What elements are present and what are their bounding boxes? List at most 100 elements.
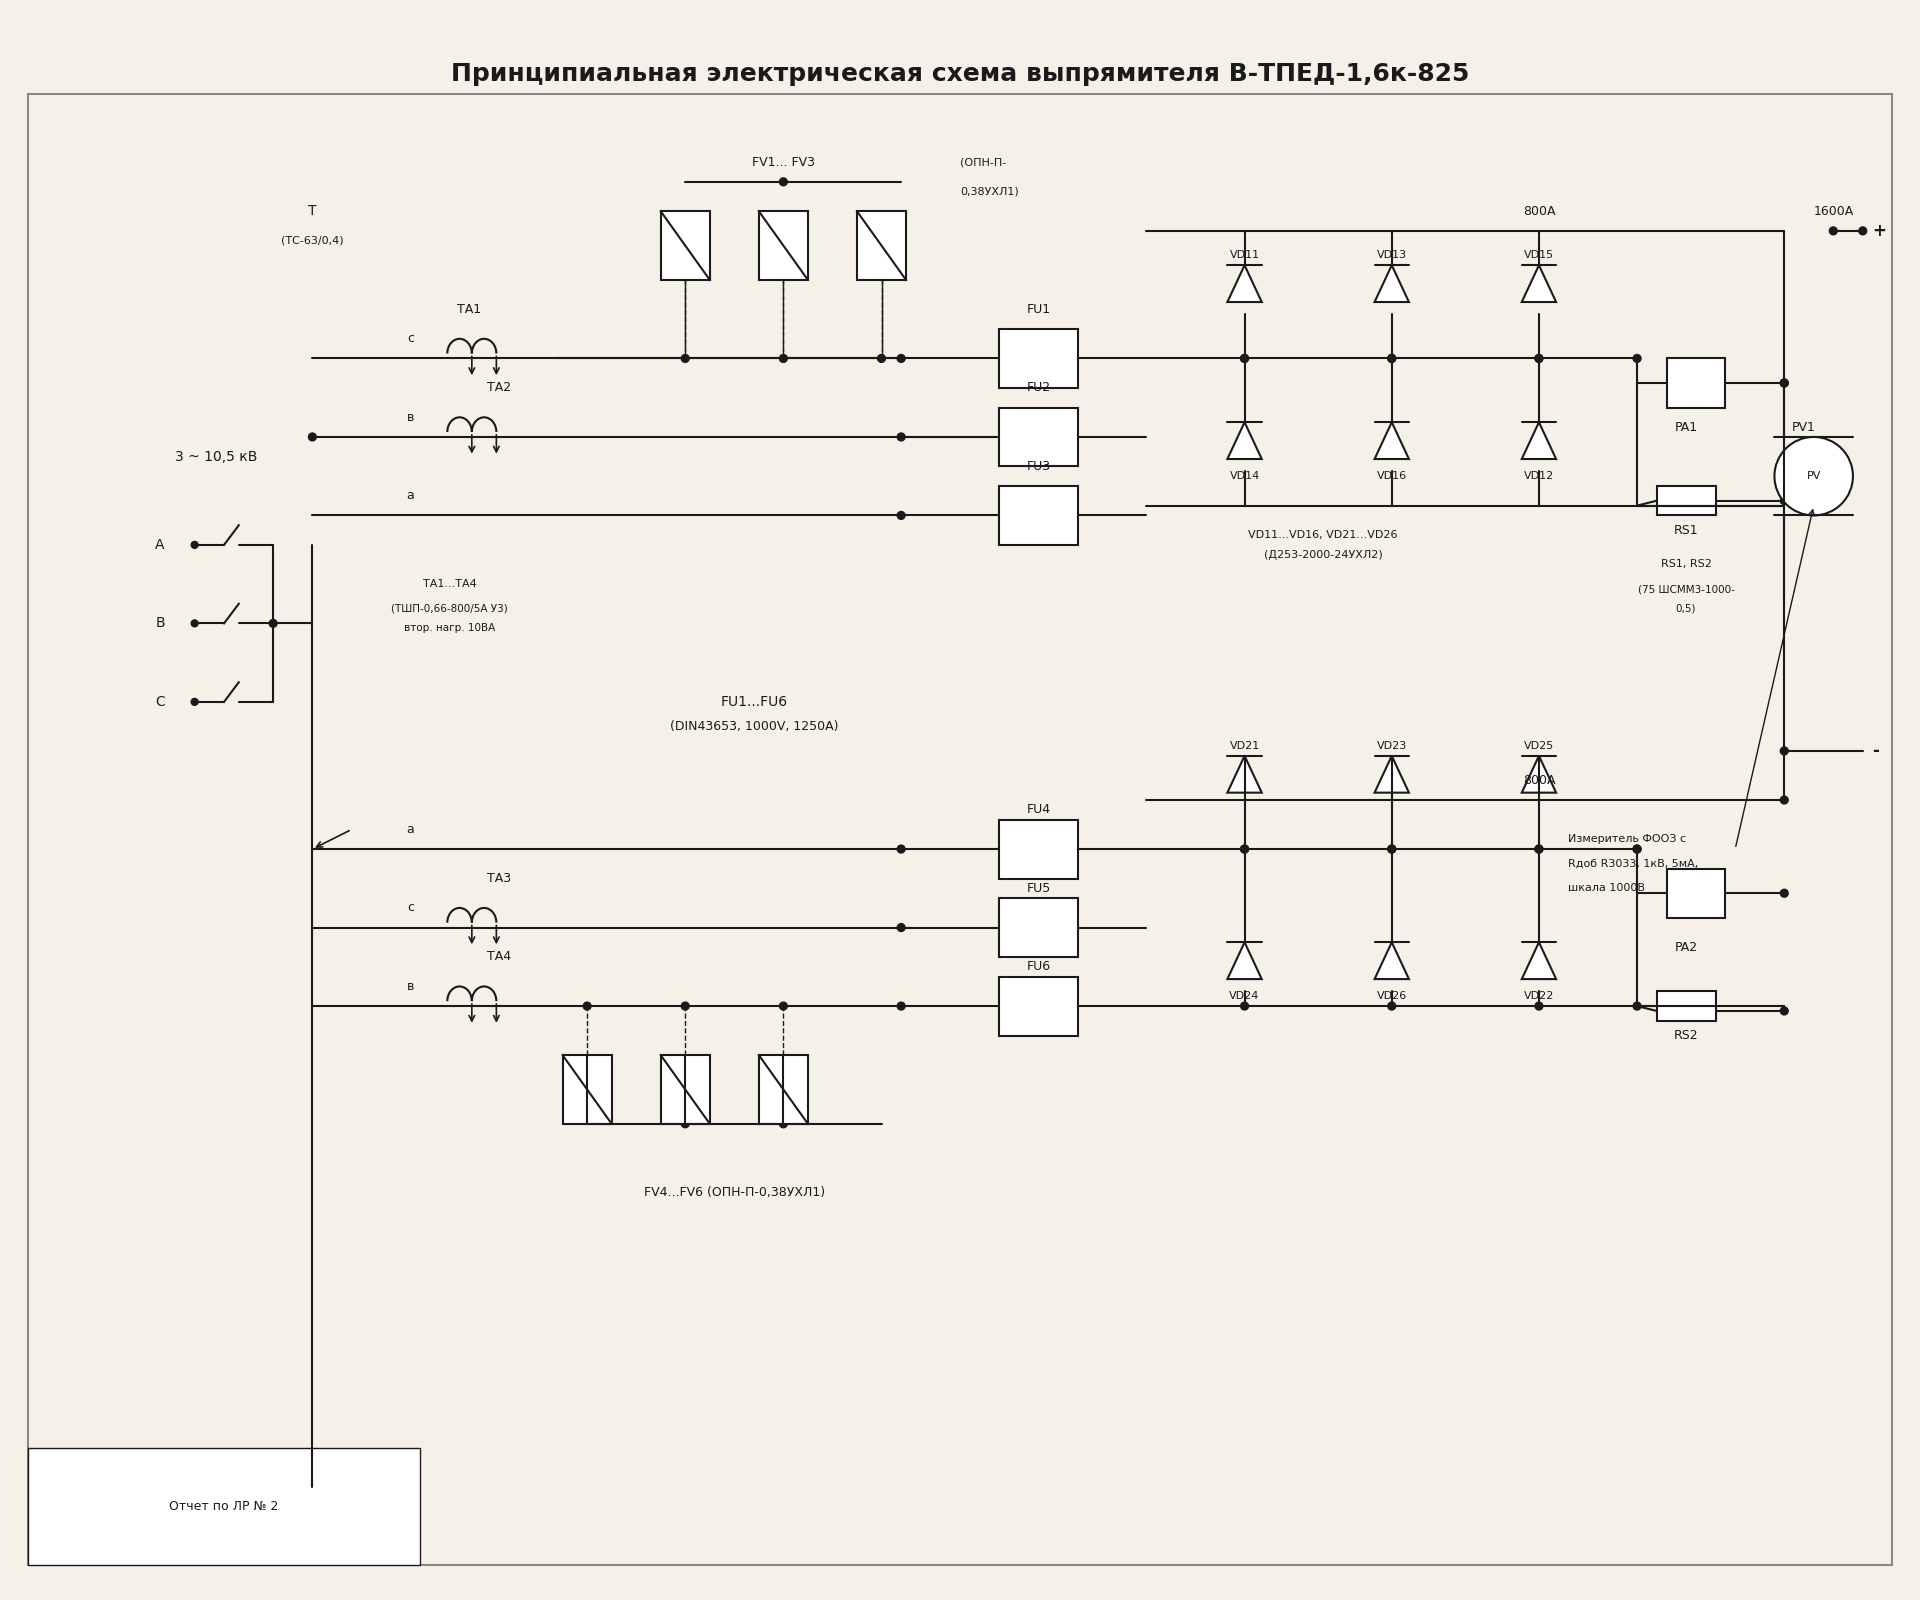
- Circle shape: [192, 699, 198, 706]
- Text: ТА3: ТА3: [488, 872, 511, 885]
- Circle shape: [1240, 355, 1248, 362]
- Text: 800А: 800А: [1523, 205, 1555, 218]
- Text: B: B: [156, 616, 165, 630]
- Bar: [1657, 486, 1716, 515]
- Text: ТА2: ТА2: [488, 381, 511, 394]
- Text: RS1, RS2: RS1, RS2: [1661, 560, 1711, 570]
- Text: -: -: [1872, 742, 1880, 760]
- Text: FU6: FU6: [1027, 960, 1050, 973]
- Text: VD21: VD21: [1229, 741, 1260, 750]
- Circle shape: [1534, 355, 1544, 362]
- Text: RS2: RS2: [1674, 1029, 1699, 1042]
- Text: в: в: [407, 411, 415, 424]
- Text: втор. нагр. 10ВА: втор. нагр. 10ВА: [403, 624, 495, 634]
- Circle shape: [269, 619, 276, 627]
- Text: VD24: VD24: [1229, 992, 1260, 1002]
- Circle shape: [1780, 496, 1788, 504]
- Circle shape: [1780, 797, 1788, 803]
- Circle shape: [1388, 355, 1396, 362]
- Circle shape: [1240, 845, 1248, 853]
- Circle shape: [682, 1120, 689, 1128]
- Text: (ТС-63/0,4): (ТС-63/0,4): [280, 235, 344, 246]
- Text: FU4: FU4: [1027, 803, 1050, 816]
- Text: a: a: [407, 490, 415, 502]
- Circle shape: [1634, 845, 1642, 853]
- Polygon shape: [1375, 942, 1409, 979]
- Circle shape: [1830, 227, 1837, 235]
- Circle shape: [192, 619, 198, 627]
- Bar: [1657, 992, 1716, 1021]
- Polygon shape: [1227, 422, 1261, 459]
- Text: c: c: [407, 333, 415, 346]
- Text: PV: PV: [1807, 470, 1820, 482]
- Circle shape: [1534, 1002, 1544, 1010]
- Circle shape: [1534, 845, 1544, 853]
- Circle shape: [780, 1120, 787, 1128]
- Text: VD22: VD22: [1524, 992, 1553, 1002]
- Circle shape: [192, 541, 198, 549]
- Text: FU5: FU5: [1027, 882, 1050, 894]
- Text: FV1... FV3: FV1... FV3: [753, 155, 814, 168]
- Circle shape: [897, 845, 904, 853]
- Text: C: C: [156, 694, 165, 709]
- Circle shape: [897, 923, 904, 931]
- Circle shape: [1634, 845, 1642, 853]
- Bar: [1667, 358, 1726, 408]
- Text: VD16: VD16: [1377, 470, 1407, 482]
- Circle shape: [897, 512, 904, 520]
- Text: 0,5): 0,5): [1676, 603, 1697, 614]
- Text: FU2: FU2: [1027, 381, 1050, 394]
- Circle shape: [1774, 437, 1853, 515]
- Text: ТА4: ТА4: [488, 950, 511, 963]
- Circle shape: [682, 355, 689, 362]
- Text: Отчет по ЛР № 2: Отчет по ЛР № 2: [169, 1501, 278, 1514]
- Bar: [998, 408, 1077, 466]
- Circle shape: [780, 1002, 787, 1010]
- Bar: [758, 211, 808, 280]
- Circle shape: [1240, 1002, 1248, 1010]
- Polygon shape: [1375, 422, 1409, 459]
- Circle shape: [1388, 355, 1396, 362]
- Text: VD11...VD16, VD21...VD26: VD11...VD16, VD21...VD26: [1248, 530, 1398, 541]
- Text: (ОПН-П-: (ОПН-П-: [960, 157, 1006, 166]
- Text: FU3: FU3: [1027, 459, 1050, 474]
- Text: PA2: PA2: [1674, 941, 1697, 954]
- Circle shape: [780, 355, 787, 362]
- Circle shape: [1240, 845, 1248, 853]
- Bar: [758, 1054, 808, 1123]
- Text: T: T: [307, 205, 317, 218]
- Text: VD15: VD15: [1524, 251, 1553, 261]
- Bar: [1667, 869, 1726, 918]
- Text: ТА1: ТА1: [457, 302, 482, 315]
- Bar: [998, 898, 1077, 957]
- Text: Принципиальная электрическая схема выпрямителя В-ТПЕД-1,6к-825: Принципиальная электрическая схема выпря…: [451, 62, 1469, 86]
- Text: Rдоб R3033, 1кВ, 5мА,: Rдоб R3033, 1кВ, 5мА,: [1569, 859, 1699, 869]
- Text: VD14: VD14: [1229, 470, 1260, 482]
- Circle shape: [1859, 227, 1866, 235]
- Polygon shape: [1227, 942, 1261, 979]
- Text: FU1: FU1: [1027, 302, 1050, 315]
- Text: VD12: VD12: [1524, 470, 1553, 482]
- Circle shape: [584, 1002, 591, 1010]
- Text: 0,38УХЛ1): 0,38УХЛ1): [960, 187, 1020, 197]
- Bar: [856, 211, 906, 280]
- Circle shape: [1780, 379, 1788, 387]
- Text: (75 ШСММ3-1000-: (75 ШСММ3-1000-: [1638, 584, 1734, 594]
- Circle shape: [1534, 845, 1544, 853]
- Text: RS1: RS1: [1674, 523, 1699, 536]
- Bar: [998, 819, 1077, 878]
- Bar: [27, 1448, 420, 1565]
- Circle shape: [1634, 1002, 1642, 1010]
- Polygon shape: [1227, 755, 1261, 792]
- Bar: [660, 1054, 710, 1123]
- Polygon shape: [1227, 266, 1261, 302]
- Circle shape: [1240, 355, 1248, 362]
- Polygon shape: [1523, 942, 1555, 979]
- Circle shape: [897, 355, 904, 362]
- Bar: [660, 211, 710, 280]
- Bar: [998, 976, 1077, 1035]
- Text: (DIN43653, 1000V, 1250A): (DIN43653, 1000V, 1250A): [670, 720, 839, 733]
- Circle shape: [1780, 890, 1788, 898]
- Polygon shape: [1375, 755, 1409, 792]
- Text: a: a: [407, 822, 415, 835]
